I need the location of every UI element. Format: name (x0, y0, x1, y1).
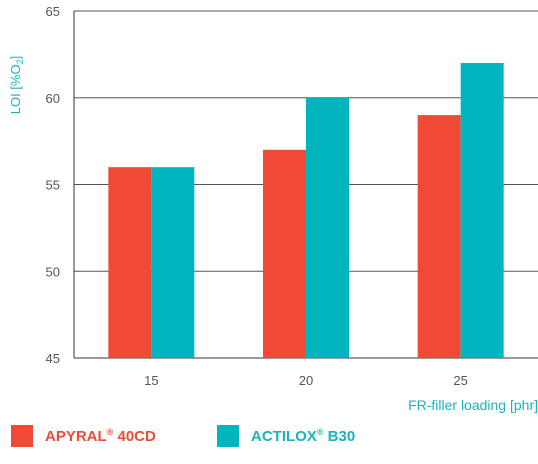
y-tick-labels: 45 50 55 60 65 (46, 4, 60, 366)
legend-label-apyral: APYRAL® 40CD (45, 427, 156, 445)
legend-swatch-actilox (217, 425, 239, 447)
x-axis-label: FR-filler loading [phr] (408, 397, 538, 413)
bar-apyral-25 (417, 115, 461, 358)
bar-actilox-25 (460, 63, 504, 359)
x-tick-labels: 15 20 25 (144, 373, 468, 388)
bars (108, 63, 504, 359)
y-tick-50: 50 (46, 264, 60, 279)
y-tick-65: 65 (46, 4, 60, 19)
legend-item-actilox: ACTILOX® B30 (217, 425, 355, 447)
bar-apyral-20 (263, 149, 306, 358)
x-tick-15: 15 (144, 373, 158, 388)
bar-apyral-15 (108, 167, 152, 358)
y-tick-60: 60 (46, 91, 60, 106)
legend-item-apyral: APYRAL® 40CD (11, 425, 156, 447)
x-tick-20: 20 (299, 373, 313, 388)
legend-swatch-apyral (11, 425, 33, 447)
x-tick-25: 25 (453, 373, 467, 388)
y-axis-label: LOI [%O2] (8, 56, 25, 115)
legend-label-actilox: ACTILOX® B30 (251, 427, 356, 445)
bar-actilox-15 (151, 167, 195, 358)
y-tick-45: 45 (46, 351, 60, 366)
y-tick-55: 55 (46, 178, 60, 193)
bar-actilox-20 (306, 97, 349, 358)
